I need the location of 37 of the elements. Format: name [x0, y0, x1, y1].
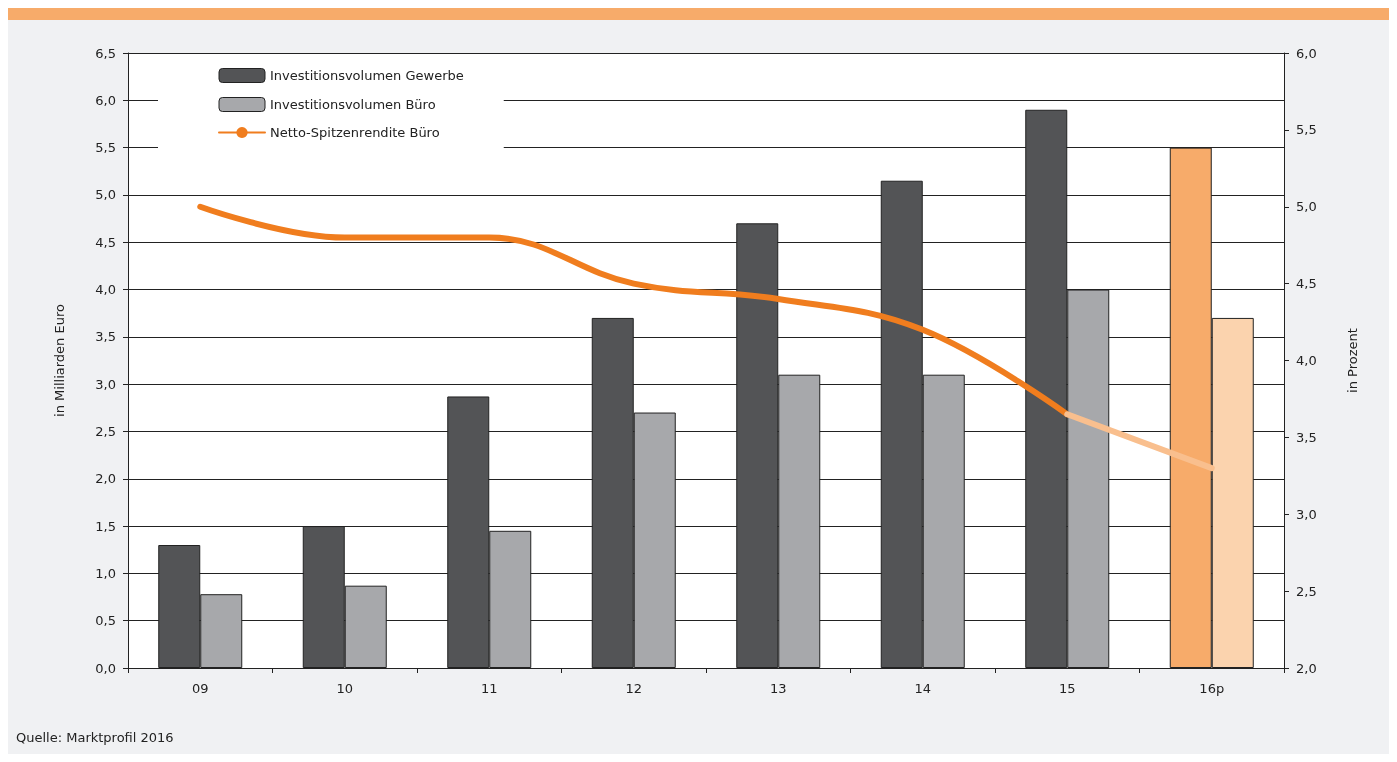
y-tick-label: 2,5 [95, 423, 116, 439]
legend-label: Investitionsvolumen Büro [270, 97, 436, 112]
y2-tick-label: 5,0 [1296, 199, 1317, 215]
x-tick-label: 15 [1058, 681, 1076, 696]
y2-tick-label: 3,5 [1296, 429, 1317, 445]
x-tick-label: 10 [336, 681, 354, 696]
y-tick-label: 3,0 [95, 376, 116, 392]
y-tick-label: 1,5 [95, 518, 116, 534]
y2-axis-title: in Prozent [1345, 328, 1360, 393]
x-tick-label: 14 [914, 681, 932, 696]
x-tick-label: 09 [191, 681, 209, 696]
y-tick-label: 0,0 [95, 660, 116, 676]
y-tick-label: 4,5 [95, 234, 116, 250]
y2-tick-label: 3,0 [1296, 506, 1317, 522]
legend-label: Investitionsvolumen Gewerbe [270, 68, 464, 83]
y-tick-label: 6,5 [95, 45, 116, 61]
x-tick-label: 13 [769, 681, 787, 696]
y2-tick-label: 4,5 [1296, 276, 1317, 292]
y-tick-label: 5,0 [95, 187, 116, 203]
y-tick-label: 4,0 [95, 282, 116, 298]
x-tick-label: 12 [625, 681, 643, 696]
legend-label: Netto-Spitzenrendite Büro [270, 125, 440, 140]
y-tick-label: 6,0 [95, 92, 116, 108]
y2-tick-label: 5,5 [1296, 122, 1317, 138]
x-tick-label: 16p [1199, 681, 1225, 696]
y-tick-label: 3,5 [95, 329, 116, 345]
y2-tick-label: 6,0 [1296, 45, 1317, 61]
y-tick-label: 2,0 [95, 471, 116, 487]
y2-tick-label: 4,0 [1296, 353, 1317, 368]
x-tick-label: 11 [480, 681, 498, 696]
y-tick-label: 5,5 [95, 140, 116, 156]
y2-tick-label: 2,0 [1296, 660, 1317, 676]
source-note: Quelle: Marktprofil 2016 [16, 730, 174, 745]
y2-tick-label: 2,5 [1296, 583, 1317, 599]
y-tick-label: 0,5 [95, 613, 116, 629]
y-axis-title: in Milliarden Euro [52, 304, 67, 417]
y-tick-label: 1,0 [95, 565, 116, 581]
